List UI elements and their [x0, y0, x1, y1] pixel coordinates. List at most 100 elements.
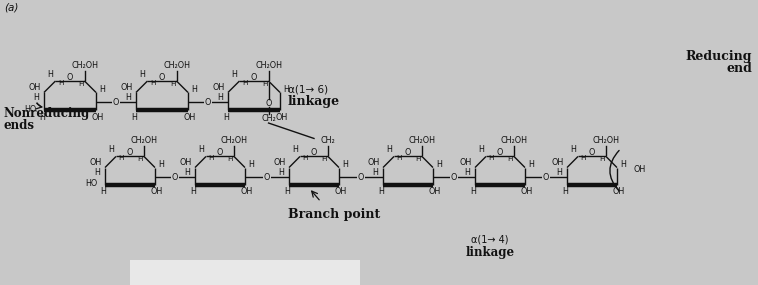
Text: H: H	[386, 145, 392, 154]
Text: OH: OH	[29, 83, 41, 92]
Text: H: H	[39, 113, 45, 122]
Text: H: H	[562, 188, 568, 196]
Text: OH: OH	[335, 188, 347, 196]
Text: H: H	[131, 113, 137, 122]
Text: (a): (a)	[4, 3, 18, 13]
Text: CH₂OH: CH₂OH	[163, 61, 190, 70]
Text: OH: OH	[633, 165, 645, 174]
Text: OH: OH	[151, 188, 163, 196]
Text: O: O	[251, 73, 257, 82]
Text: H: H	[342, 160, 348, 169]
Text: H: H	[507, 156, 512, 162]
Text: O: O	[543, 173, 550, 182]
Text: H: H	[231, 70, 237, 79]
Text: OH: OH	[368, 158, 380, 167]
Text: H: H	[248, 160, 254, 169]
Text: OH: OH	[180, 158, 192, 167]
Text: H: H	[436, 160, 442, 169]
Text: H: H	[100, 188, 106, 196]
Text: linkage: linkage	[288, 95, 340, 109]
Text: H: H	[137, 156, 143, 162]
Text: O: O	[127, 148, 133, 157]
Text: H: H	[227, 156, 233, 162]
Text: H: H	[321, 156, 327, 162]
Text: OH: OH	[429, 188, 441, 196]
Text: CH₂OH: CH₂OH	[593, 137, 619, 145]
Text: CH₂: CH₂	[321, 137, 335, 145]
Text: H: H	[125, 93, 131, 102]
Text: H: H	[94, 168, 100, 177]
Text: H: H	[378, 188, 384, 196]
Text: OH: OH	[460, 158, 472, 167]
Text: H: H	[284, 188, 290, 196]
Text: HO: HO	[23, 105, 36, 114]
Text: OH: OH	[184, 113, 196, 122]
Text: H: H	[478, 145, 484, 154]
Text: H: H	[396, 155, 402, 162]
Text: O: O	[159, 73, 165, 82]
Text: H: H	[118, 155, 124, 162]
Text: H: H	[223, 113, 229, 122]
Text: H: H	[283, 85, 289, 94]
Text: H: H	[600, 156, 605, 162]
Text: OH: OH	[121, 83, 133, 92]
Text: OH: OH	[241, 188, 253, 196]
Text: H: H	[470, 188, 476, 196]
Text: H: H	[528, 160, 534, 169]
Text: H: H	[570, 145, 576, 154]
Text: H: H	[191, 85, 197, 94]
Text: H: H	[48, 70, 53, 79]
Text: ends: ends	[3, 119, 34, 132]
Text: α(1→ 6): α(1→ 6)	[288, 84, 328, 94]
Text: O: O	[217, 148, 223, 157]
Text: end: end	[726, 62, 752, 75]
Text: H: H	[170, 81, 175, 87]
Text: H: H	[262, 81, 268, 87]
Text: CH₂OH: CH₂OH	[221, 137, 248, 145]
Text: OH: OH	[274, 158, 286, 167]
Text: O: O	[358, 173, 364, 182]
Text: CH₂OH: CH₂OH	[255, 61, 282, 70]
Text: H: H	[242, 80, 247, 86]
Text: H: H	[292, 145, 298, 154]
Text: Nonreducing: Nonreducing	[3, 107, 89, 120]
Text: H: H	[415, 156, 421, 162]
Text: H: H	[217, 93, 223, 102]
Text: H: H	[581, 155, 586, 162]
Text: H: H	[158, 160, 164, 169]
Text: H: H	[198, 145, 204, 154]
Text: OH: OH	[90, 158, 102, 167]
Text: H: H	[278, 168, 284, 177]
Text: H: H	[78, 81, 83, 87]
Text: OH: OH	[276, 113, 288, 122]
Text: OH: OH	[613, 188, 625, 196]
Text: H: H	[488, 155, 493, 162]
Text: O: O	[451, 173, 457, 182]
Text: O: O	[205, 98, 211, 107]
Text: O: O	[405, 148, 411, 157]
Text: O: O	[265, 99, 272, 107]
Text: HO: HO	[85, 180, 97, 188]
Text: O: O	[67, 73, 74, 82]
Text: H: H	[302, 155, 308, 162]
Text: H: H	[99, 85, 105, 94]
Text: H: H	[108, 145, 114, 154]
Text: OH: OH	[521, 188, 533, 196]
Text: O: O	[172, 173, 178, 182]
Text: H: H	[464, 168, 470, 177]
Text: O: O	[496, 148, 503, 157]
Text: α(1→ 4): α(1→ 4)	[471, 234, 509, 244]
Text: linkage: linkage	[465, 246, 515, 259]
Text: OH: OH	[552, 158, 564, 167]
Text: CH₂: CH₂	[262, 113, 276, 123]
Text: H: H	[58, 80, 63, 86]
Text: H: H	[620, 160, 626, 169]
Text: CH₂OH: CH₂OH	[130, 137, 158, 145]
Text: CH₂OH: CH₂OH	[409, 137, 436, 145]
Text: H: H	[184, 168, 190, 177]
Text: H: H	[556, 168, 562, 177]
Text: O: O	[264, 173, 270, 182]
Text: OH: OH	[213, 83, 225, 92]
Text: H: H	[150, 80, 155, 86]
Text: H: H	[190, 188, 196, 196]
